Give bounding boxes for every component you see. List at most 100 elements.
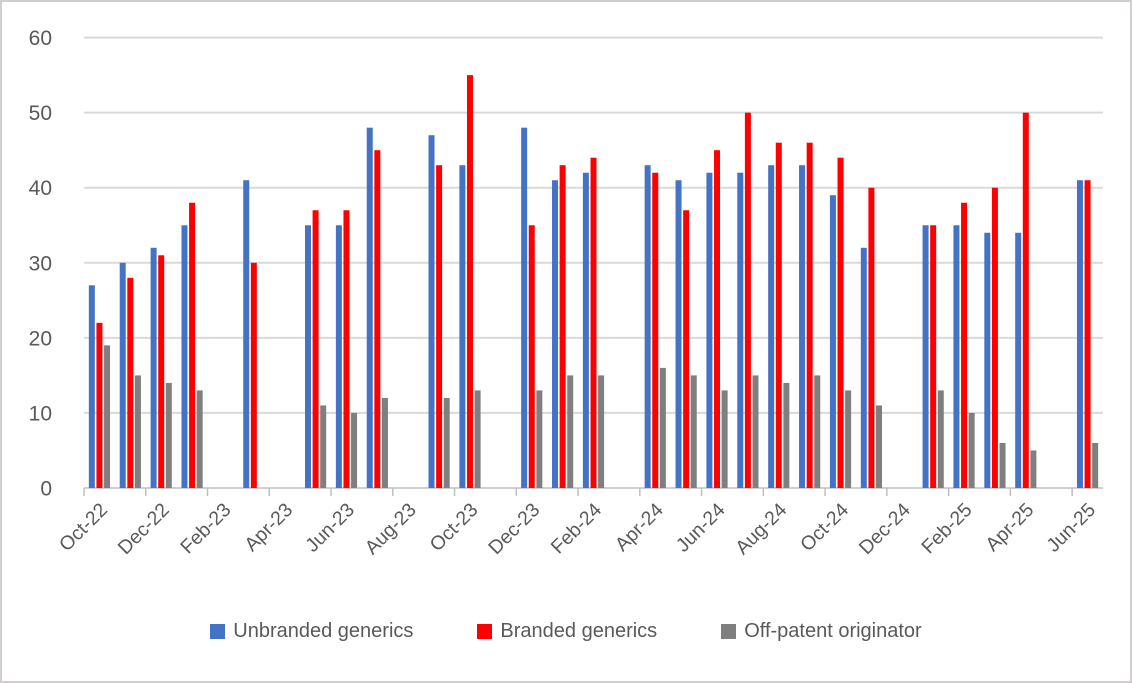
bar [165, 382, 172, 488]
bar [930, 225, 937, 488]
bar [474, 390, 481, 488]
bar [991, 187, 998, 489]
x-axis-tick-label: Apr-23 [240, 499, 297, 556]
bar [860, 247, 867, 488]
bar [598, 375, 605, 488]
bar [768, 165, 775, 488]
bars-off-patent-originator [104, 345, 1099, 488]
bar [335, 225, 342, 488]
bar [559, 165, 566, 488]
bar [999, 442, 1006, 488]
bar [134, 375, 141, 488]
x-axis-tick-label: Dec-23 [484, 499, 544, 559]
legend-swatch-unbranded-generics [210, 624, 226, 639]
x-axis-tick-label: Feb-23 [176, 499, 235, 558]
x-axis-tick-label: Jun-25 [1042, 499, 1100, 557]
bar [104, 345, 111, 488]
x-axis-tick-label: Dec-24 [855, 499, 915, 559]
bar [552, 180, 559, 489]
bar [984, 232, 991, 488]
bar [783, 382, 790, 488]
bar [706, 172, 713, 488]
bars-unbranded-generics [88, 127, 1083, 489]
bar [1092, 442, 1099, 488]
bar [937, 390, 944, 488]
bar [96, 322, 103, 488]
x-axis-tick-label: Oct-22 [55, 499, 112, 556]
bar [1015, 232, 1022, 488]
bar [690, 375, 697, 488]
bar [644, 165, 651, 488]
bar [806, 142, 813, 488]
bar [1030, 450, 1037, 488]
bars-branded-generics [96, 75, 1091, 489]
bar [528, 225, 535, 488]
legend-label-off-patent-originator: Off-patent originator [744, 620, 922, 642]
x-axis-tick-label: Aug-23 [361, 499, 421, 559]
y-axis-tick-label: 10 [29, 402, 52, 425]
legend-label-branded-generics: Branded generics [500, 620, 658, 642]
bar [799, 165, 806, 488]
bar [381, 397, 388, 488]
bar [1076, 180, 1083, 489]
y-axis-tick-label: 20 [29, 327, 52, 350]
x-axis-tick-label: Oct-24 [796, 499, 853, 556]
bar [196, 390, 203, 488]
legend-swatch-off-patent-originator [721, 624, 737, 639]
x-axis-tick-label: Apr-25 [981, 499, 1038, 556]
legend-item-off-patent-originator: Off-patent originator [721, 620, 922, 643]
bar [466, 75, 473, 488]
bar [744, 112, 751, 489]
bar [127, 277, 134, 488]
legend-item-unbranded-generics: Unbranded generics [210, 620, 413, 643]
bar [366, 127, 373, 489]
bar [459, 165, 466, 488]
bar [436, 165, 443, 488]
bar [1022, 112, 1029, 489]
bar [443, 397, 450, 488]
bar [536, 390, 543, 488]
bar [521, 127, 528, 489]
bar [829, 195, 836, 489]
bar [119, 262, 126, 488]
bar [659, 367, 666, 488]
bar [1084, 180, 1091, 489]
bar [150, 247, 157, 488]
x-axis-tick-label: Apr-24 [611, 499, 668, 556]
bar [922, 225, 929, 488]
bar [351, 412, 358, 488]
y-axis-tick-label: 60 [29, 27, 52, 50]
bar [250, 262, 257, 488]
x-axis-tick-label: Dec-22 [114, 499, 174, 559]
bar [953, 225, 960, 488]
bar [181, 225, 188, 488]
y-axis-labels: 0 10 20 30 40 50 60 [29, 27, 52, 500]
bar [814, 375, 821, 488]
legend-swatch-branded-generics [477, 624, 493, 639]
bar [243, 180, 250, 489]
bar [320, 405, 327, 488]
chart-legend: Unbranded generics Branded generics Off-… [2, 620, 1130, 643]
x-axis-labels: Oct-22 Dec-22 Feb-23 Apr-23 Jun-23 Aug-23 Oct-… [55, 499, 1100, 559]
x-axis-tick-label: Feb-25 [917, 499, 976, 558]
y-axis-tick-label: 0 [40, 478, 52, 501]
y-axis-tick-label: 50 [29, 102, 52, 125]
bar [683, 210, 690, 488]
bar [374, 150, 381, 488]
bar [675, 180, 682, 489]
x-axis-tick-label: Feb-24 [547, 499, 606, 558]
x-axis-tick-label: Aug-24 [731, 499, 791, 559]
bar [343, 210, 350, 488]
bar [590, 157, 597, 488]
x-axis-ticks [83, 488, 1073, 496]
bar [312, 210, 319, 488]
bar [968, 412, 975, 488]
bar [845, 390, 852, 488]
bar [304, 225, 311, 488]
bar [189, 202, 196, 488]
bar [737, 172, 744, 488]
bar [837, 157, 844, 488]
x-axis-tick-label: Jun-24 [672, 499, 730, 557]
